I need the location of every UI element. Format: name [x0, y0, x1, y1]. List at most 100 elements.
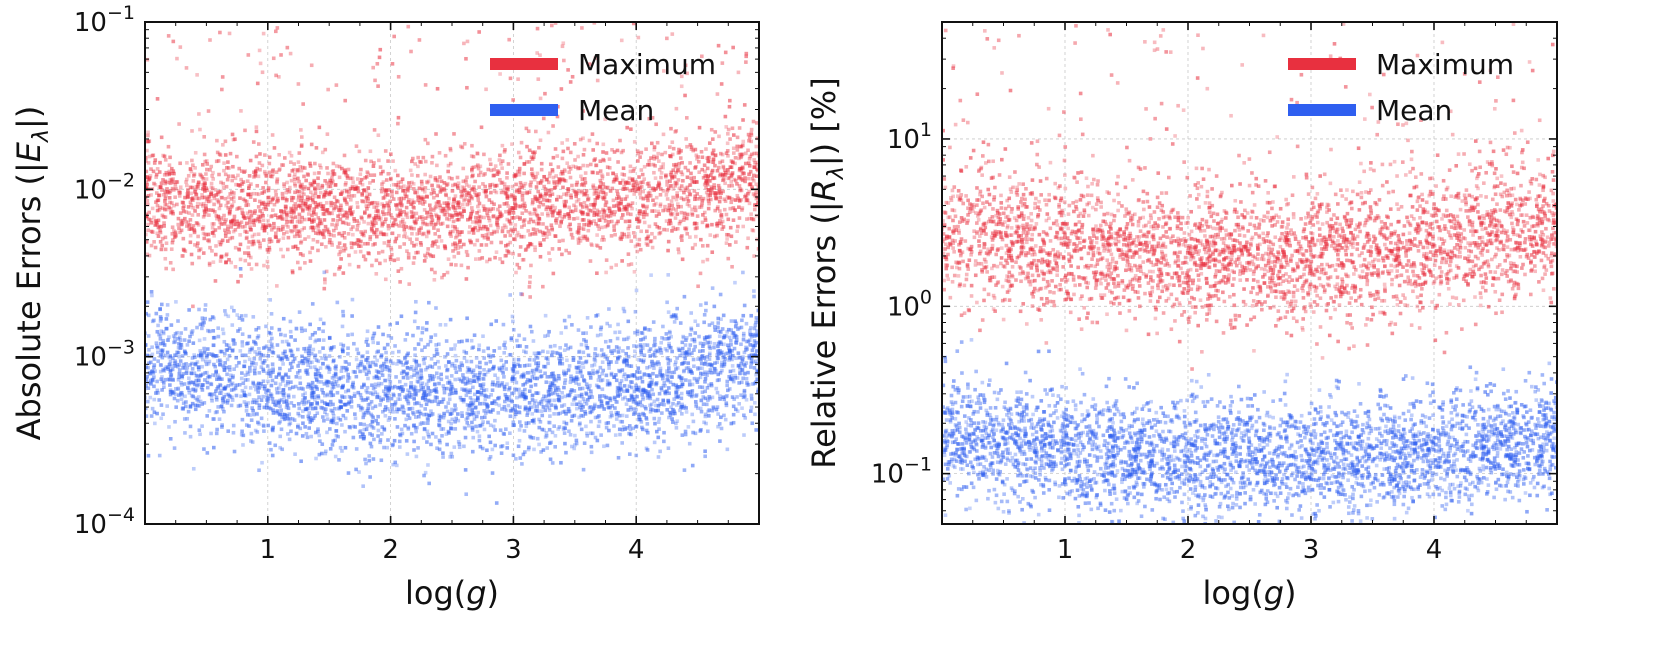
scatter-point	[306, 235, 311, 239]
scatter-point	[393, 239, 398, 244]
scatter-point	[679, 391, 684, 396]
scatter-point	[684, 227, 688, 232]
scatter-point	[528, 233, 532, 237]
scatter-point	[210, 398, 214, 403]
scatter-point	[420, 348, 424, 353]
scatter-point	[448, 146, 453, 151]
scatter-point	[405, 215, 410, 220]
scatter-point	[423, 186, 428, 190]
scatter-point	[316, 176, 320, 181]
scatter-point	[693, 400, 698, 404]
scatter-point	[315, 239, 320, 244]
scatter-point	[603, 203, 608, 208]
scatter-point	[577, 360, 581, 365]
scatter-point	[560, 177, 565, 181]
scatter-point	[202, 152, 207, 157]
scatter-point	[466, 265, 470, 270]
scatter-point	[450, 361, 455, 366]
scatter-point	[356, 351, 361, 356]
scatter-point	[453, 407, 458, 411]
scatter-point	[337, 231, 342, 236]
scatter-point	[444, 193, 448, 198]
scatter-point	[189, 197, 194, 201]
scatter-point	[279, 408, 283, 412]
scatter-point	[578, 405, 582, 410]
scatter-point	[709, 191, 713, 195]
scatter-point	[698, 375, 703, 380]
scatter-point	[738, 188, 742, 193]
scatter-point	[406, 427, 411, 431]
scatter-point	[421, 393, 426, 397]
scatter-point	[725, 351, 730, 355]
scatter-point	[719, 342, 724, 346]
scatter-point	[601, 157, 605, 162]
scatter-point	[349, 241, 354, 245]
scatter-point	[302, 174, 306, 179]
scatter-point	[521, 257, 526, 262]
scatter-point	[726, 176, 731, 181]
scatter-point	[754, 380, 758, 384]
scatter-point	[567, 216, 572, 221]
scatter-point	[340, 347, 345, 352]
scatter-point	[338, 265, 342, 269]
scatter-point	[421, 357, 426, 362]
scatter-point	[614, 360, 619, 364]
scatter-point	[176, 222, 181, 227]
scatter-point	[683, 165, 688, 170]
scatter-point	[585, 385, 590, 390]
scatter-point	[627, 234, 631, 239]
scatter-point	[432, 353, 437, 358]
scatter-point	[519, 424, 523, 428]
scatter-point	[452, 197, 456, 202]
scatter-point	[386, 171, 391, 176]
scatter-point	[695, 214, 700, 218]
scatter-point	[236, 279, 240, 284]
scatter-point	[354, 184, 358, 189]
scatter-point	[321, 204, 326, 208]
scatter-point	[431, 187, 435, 192]
scatter-point	[722, 333, 727, 338]
scatter-point	[278, 167, 282, 171]
scatter-point	[317, 373, 322, 378]
scatter-point	[620, 427, 625, 432]
scatter-point	[203, 189, 207, 193]
scatter-point	[164, 353, 168, 358]
scatter-point	[492, 364, 496, 369]
scatter-point	[619, 216, 624, 220]
scatter-point	[168, 368, 173, 373]
scatter-point	[420, 186, 425, 191]
scatter-point	[711, 160, 716, 164]
scatter-point	[323, 277, 327, 282]
scatter-point	[610, 186, 615, 191]
scatter-point	[491, 380, 495, 385]
scatter-point	[190, 185, 195, 190]
scatter-point	[580, 386, 585, 391]
scatter-point	[305, 195, 310, 199]
scatter-point	[299, 198, 303, 203]
scatter-point	[457, 364, 462, 369]
scatter-point	[688, 161, 692, 165]
scatter-point	[724, 351, 728, 356]
scatter-point	[752, 178, 756, 183]
scatter-point	[164, 193, 168, 198]
scatter-point	[292, 234, 297, 239]
scatter-point	[671, 168, 676, 172]
scatter-point	[267, 170, 272, 175]
scatter-point	[248, 217, 252, 222]
scatter-point	[257, 219, 262, 224]
scatter-point	[224, 184, 229, 189]
scatter-point	[665, 228, 670, 232]
scatter-point	[246, 203, 251, 207]
scatter-point	[207, 213, 211, 217]
scatter-point	[689, 176, 693, 181]
scatter-point	[358, 172, 363, 177]
scatter-point	[422, 200, 427, 204]
scatter-point	[547, 251, 551, 255]
scatter-point	[172, 203, 176, 208]
scatter-point	[714, 386, 719, 391]
scatter-point	[697, 170, 702, 175]
scatter-point	[221, 217, 226, 222]
scatter-point	[342, 230, 347, 235]
scatter-point	[386, 239, 391, 244]
scatter-point	[325, 228, 330, 233]
